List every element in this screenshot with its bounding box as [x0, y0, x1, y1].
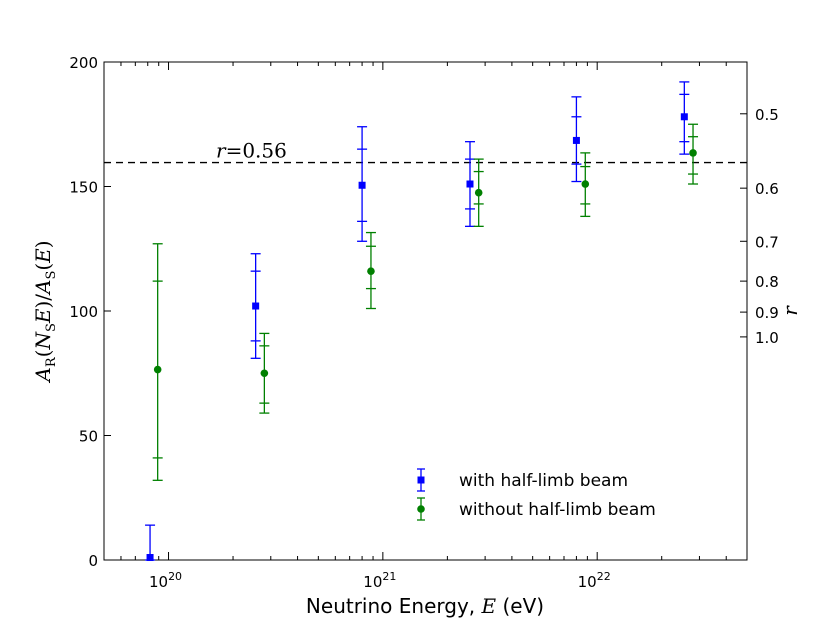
- data-point-circle: [689, 149, 697, 157]
- y-tick-label: 150: [69, 179, 98, 197]
- y2-tick-label: 0.6: [755, 180, 779, 198]
- series-without-half-limb-beam: [152, 123, 699, 481]
- legend-label-with-half-limb-beam: with half-limb beam: [459, 471, 628, 491]
- plot-area: [103, 61, 748, 561]
- y2-tick-label: 0.8: [755, 273, 779, 291]
- data-point-circle: [153, 365, 162, 374]
- x-axis-title: Neutrino Energy, E (eV): [306, 594, 544, 618]
- data-point-square: [252, 302, 260, 310]
- y2-tick-label: 0.5: [755, 106, 779, 124]
- data-point-square: [572, 136, 580, 144]
- y2-axis-title: r: [778, 305, 802, 316]
- data-point-circle: [260, 369, 269, 378]
- reference-line-label: r=0.56: [216, 139, 287, 163]
- data-point-square: [680, 113, 688, 121]
- y2-tick-label: 0.9: [755, 304, 779, 322]
- legend-marker-square: [417, 476, 425, 484]
- y-tick-label: 100: [69, 303, 98, 321]
- y2-tick-label: 0.7: [755, 233, 779, 251]
- series-with-half-limb-beam: [145, 81, 690, 562]
- x-tick-label: 1021: [363, 570, 396, 591]
- legend-marker-circle: [417, 505, 425, 513]
- data-point-square: [358, 181, 366, 189]
- x-axis-title-prefix: Neutrino Energy,: [306, 594, 482, 618]
- x-tick-label: 1020: [149, 570, 182, 591]
- x-axis-title-variable: E: [481, 594, 497, 618]
- y-axis-title: AR(NSE)/AS(E): [31, 240, 59, 383]
- x-tick-label: 1022: [578, 570, 611, 591]
- y2-tick-label: 1.0: [755, 329, 779, 347]
- y-tick-label: 50: [79, 428, 98, 446]
- data-point-square: [146, 554, 154, 562]
- y-tick-label: 200: [69, 54, 98, 72]
- data-point-circle: [474, 188, 483, 197]
- data-point-circle: [581, 180, 590, 188]
- series-layer: [145, 81, 699, 562]
- legend: with half-limb beam without half-limb be…: [417, 468, 656, 521]
- data-point-square: [466, 180, 474, 188]
- reference-line-layer: r=0.56: [104, 139, 747, 164]
- legend-label-without-half-limb-beam: without half-limb beam: [459, 500, 656, 520]
- tick-layer: 0 50 100 150 200 1020 1021 1022 0.5 0.6 0.7 0.8 0.9 1…: [69, 54, 779, 591]
- y-tick-label: 0: [88, 552, 98, 570]
- data-point-circle: [367, 267, 375, 275]
- x-axis-title-suffix: (eV): [496, 594, 544, 618]
